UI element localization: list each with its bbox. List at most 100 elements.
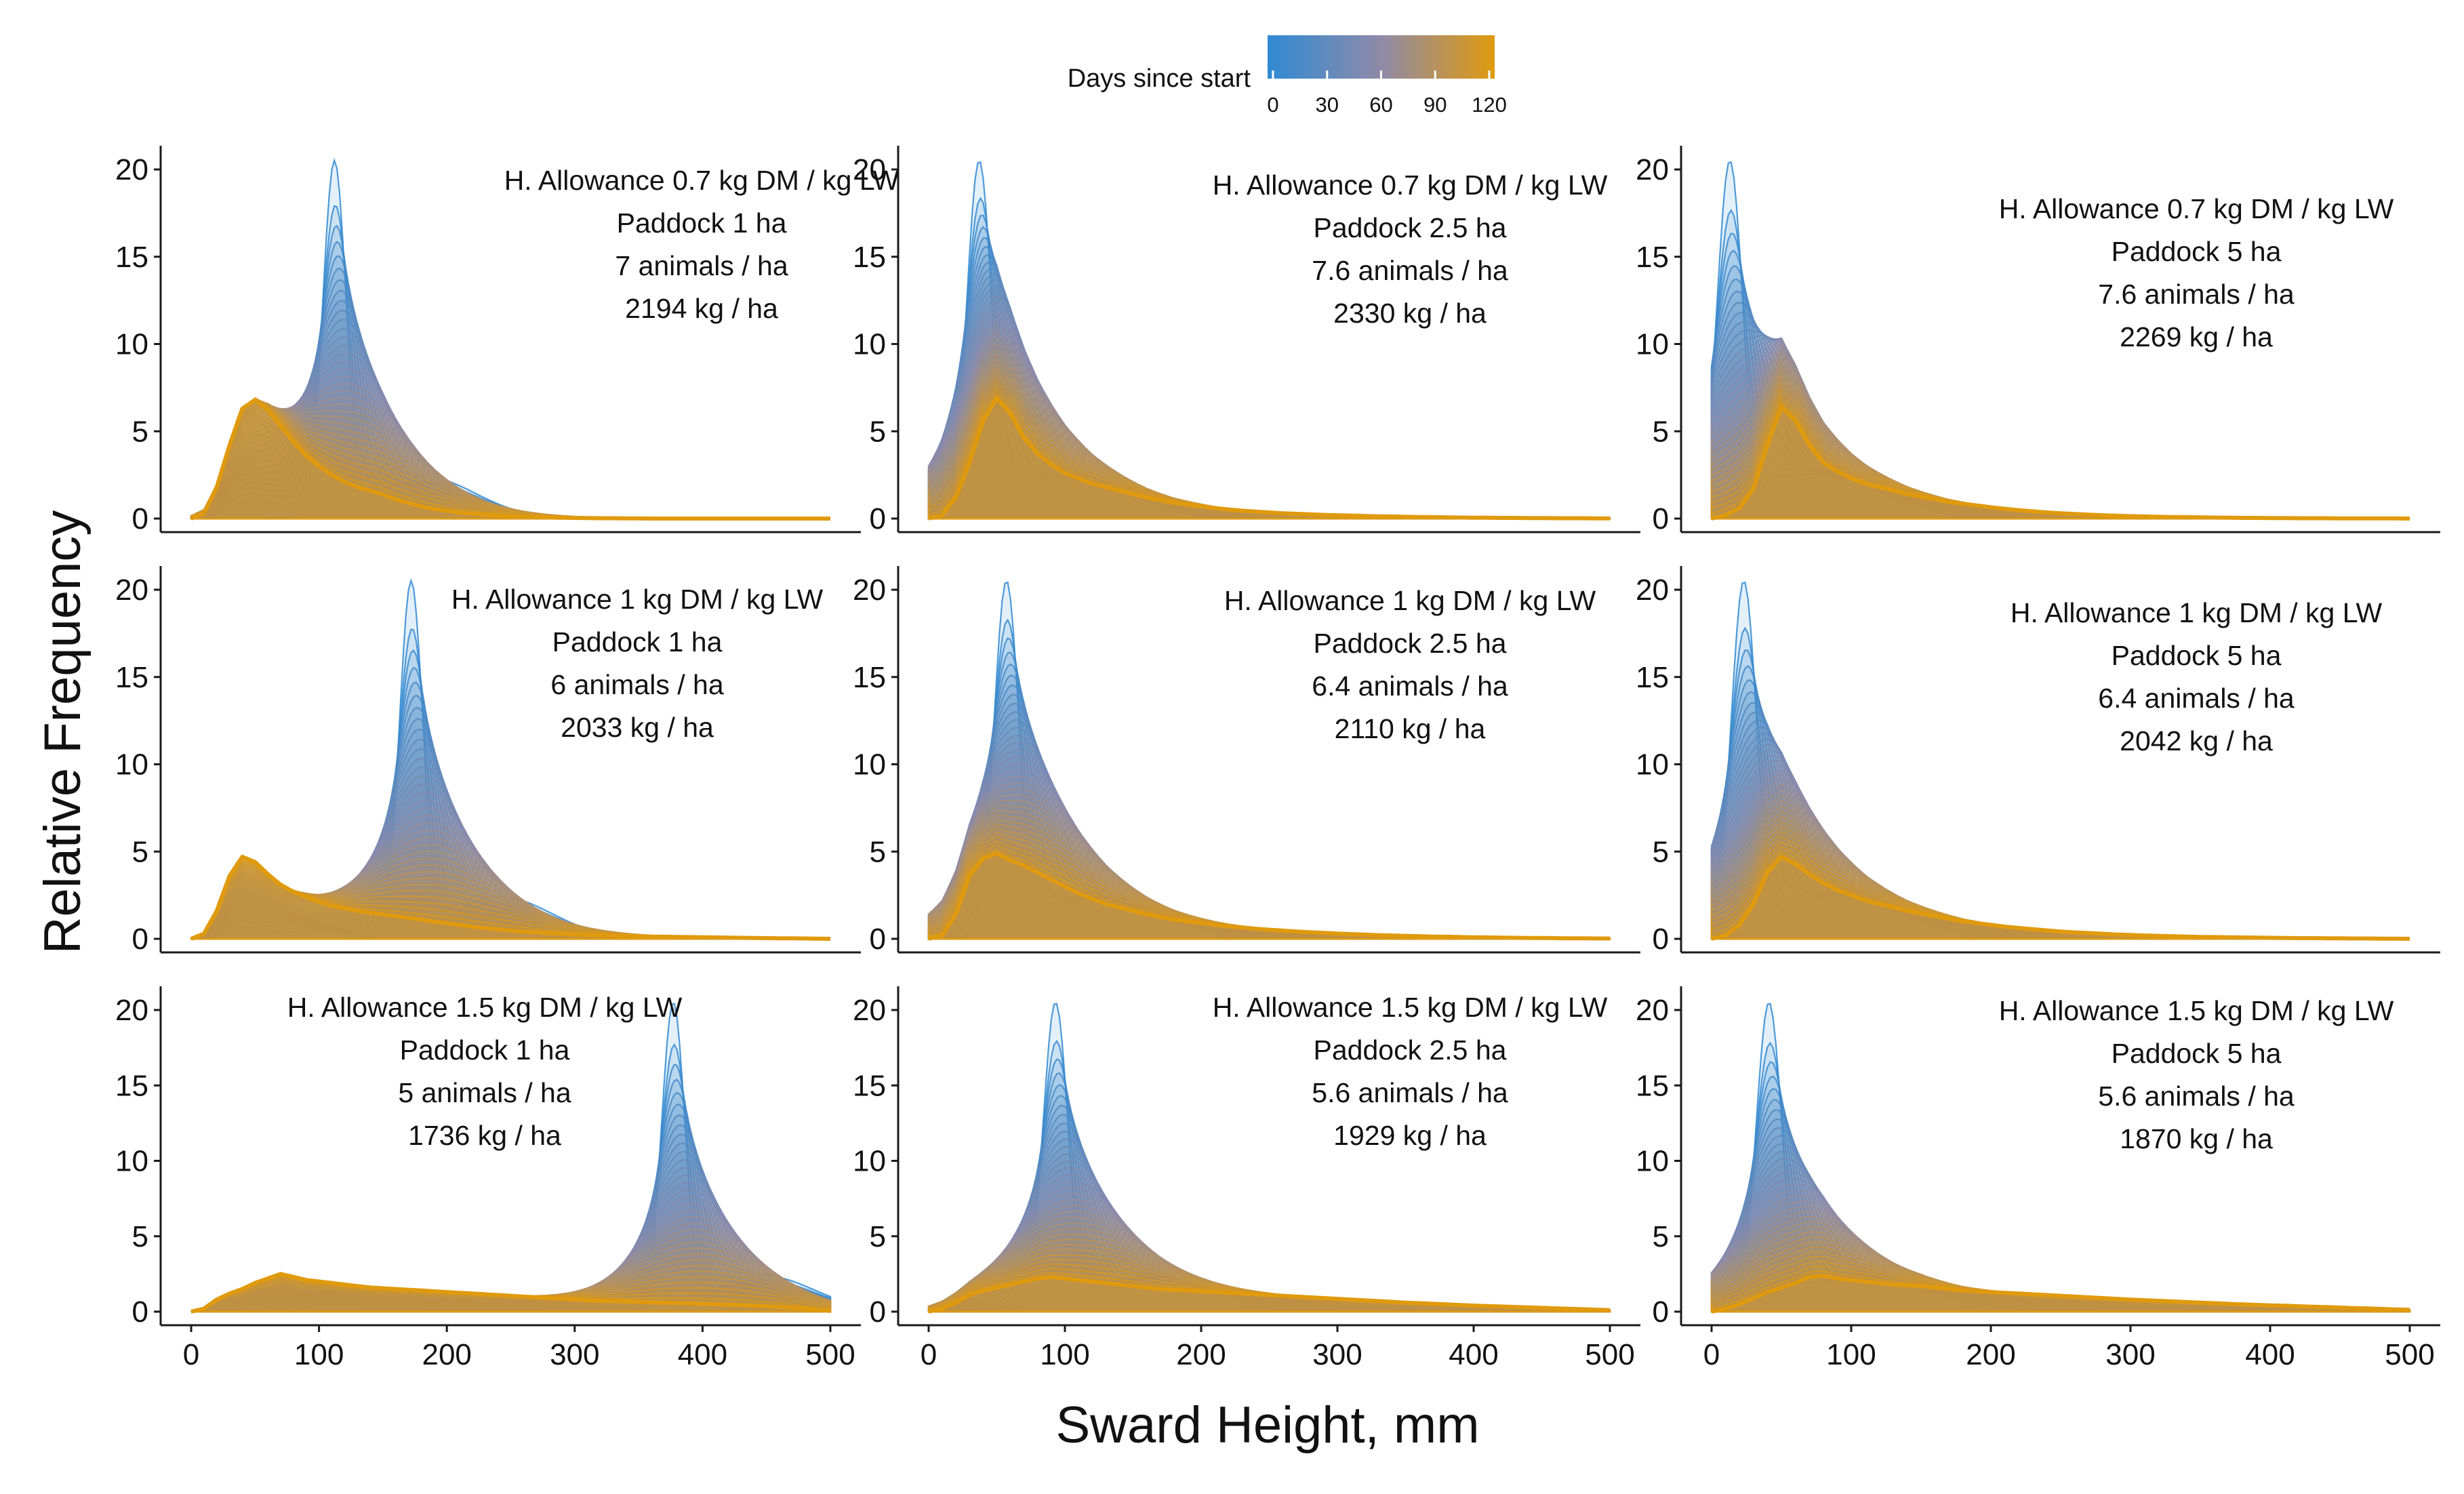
y-tick-label: 10 [1636,328,1669,361]
y-tick-label: 5 [870,1220,886,1253]
panel-annotation-line: Paddock 2.5 ha [1314,212,1507,243]
x-tick-label: 500 [2385,1338,2434,1371]
legend-tick-label: 120 [1472,93,1507,117]
y-tick-label: 0 [132,1295,148,1329]
final-curve [1711,405,2410,521]
y-tick-label: 5 [132,835,148,868]
x-tick-label: 400 [1449,1338,1498,1371]
x-tick-label: 200 [1176,1338,1226,1371]
time-series-curves [927,1003,1611,1314]
final-curve [190,1272,831,1314]
panel-2-2: 0 5 10 15 20 H. Allowance 1 kg DM / kg LW Padd… [853,566,1640,956]
color-legend: Days since start 0 30 60 90 120 [1068,35,1507,117]
legend-tick-labels: 0 30 60 90 120 [1267,70,1507,117]
y-tick-label: 0 [132,923,148,956]
y-tick-label: 20 [115,153,148,186]
y-tick-label: 5 [1653,1220,1669,1253]
panel-1-3: 0 5 10 15 20 H. Allowance 0.7 kg DM / kg LW Pa… [1636,146,2440,536]
panel-annotation-line: H. Allowance 1.5 kg DM / kg LW [1999,995,2394,1026]
panel-2-1: 0 5 10 15 20 H. Allowance 1 kg DM / kg LW Padd… [115,566,861,956]
panel-annotation-line: H. Allowance 1 kg DM / kg LW [451,584,824,615]
y-tick-label: 20 [853,573,886,607]
panel-annotation-line: 6.4 animals / ha [1312,670,1508,702]
panel-annotation-line: 2042 kg / ha [2120,725,2273,756]
time-series-curves [190,578,831,941]
time-series-curves [927,581,1611,941]
y-tick-label: 0 [1653,1295,1669,1329]
panel-grid: 0 5 10 15 20 H. Allowance 0.7 kg DM / kg LW Pa… [115,146,2440,1371]
panel-annotation-line: 2269 kg / ha [2120,321,2273,352]
y-tick-label: 15 [115,1069,148,1102]
panel-annotation-line: 2033 kg / ha [561,712,714,743]
y-tick-label: 15 [853,1069,886,1102]
x-tick-label: 300 [550,1338,599,1371]
panel-annotation-line: Paddock 2.5 ha [1314,628,1507,659]
y-tick-label: 10 [853,1145,886,1178]
legend-tick-label: 0 [1267,93,1278,117]
x-tick-label: 200 [1966,1338,2015,1371]
panel-annotation-line: H. Allowance 1 kg DM / kg LW [1224,585,1596,616]
final-curve [190,397,830,521]
time-series-curves [1710,581,2410,941]
y-tick-label: 15 [115,241,148,274]
panel-annotation-line: Paddock 1 ha [400,1034,570,1066]
y-tick-label: 15 [115,661,148,694]
legend-tick-label: 30 [1316,93,1339,117]
final-curve [928,396,1610,521]
panel-annotation-line: H. Allowance 0.7 kg DM / kg LW [504,165,900,196]
x-tick-label: 0 [921,1338,937,1371]
y-tick-label: 20 [1636,573,1669,607]
panel-annotation-line: Paddock 2.5 ha [1314,1034,1507,1066]
y-axis-title: Relative Frequency [34,510,92,954]
x-tick-label: 500 [805,1338,855,1371]
y-tick-label: 15 [853,661,886,694]
x-tick-label: 300 [1312,1338,1362,1371]
panel-annotation-line: H. Allowance 1.5 kg DM / kg LW [287,992,683,1023]
y-tick-label: 5 [132,415,148,448]
y-tick-label: 20 [1636,153,1669,186]
panel-annotation-line: 7 animals / ha [615,250,788,281]
final-curve [190,855,831,941]
x-tick-label: 400 [678,1338,727,1371]
y-tick-label: 20 [853,994,886,1027]
panel-annotation-line: 1736 kg / ha [408,1120,561,1151]
x-tick-label: 0 [1703,1338,1720,1371]
panel-annotation-line: 1870 kg / ha [2120,1123,2273,1154]
panel-annotation-line: 5.6 animals / ha [2098,1081,2295,1112]
panel-annotation-line: 5.6 animals / ha [1312,1077,1508,1108]
time-series-curves [190,157,830,521]
time-series-curves [190,1003,832,1314]
y-tick-label: 10 [115,328,148,361]
y-tick-label: 10 [853,328,886,361]
y-tick-label: 5 [1653,415,1669,448]
final-curve [928,1274,1611,1314]
panel-annotation-line: 6 animals / ha [550,669,723,700]
panel-annotation-line: 5 animals / ha [398,1077,571,1108]
x-tick-label: 0 [183,1338,199,1371]
y-tick-label: 10 [1636,748,1669,782]
x-tick-label: 400 [2245,1338,2295,1371]
panel-2-3: 0 5 10 15 20 H. Allowance 1 kg DM / kg LW Padd… [1636,566,2440,956]
y-tick-label: 10 [853,748,886,782]
y-tick-label: 10 [1636,1145,1669,1178]
x-tick-label: 100 [294,1338,344,1371]
y-tick-label: 0 [870,923,886,956]
time-series-curves [1710,161,2410,521]
panel-annotation-line: H. Allowance 1 kg DM / kg LW [2011,597,2383,628]
y-tick-label: 5 [132,1220,148,1253]
panel-annotation-line: 7.6 animals / ha [1312,255,1508,286]
x-tick-label: 200 [422,1338,471,1371]
y-tick-label: 15 [1636,1069,1669,1102]
panel-annotation-line: 1929 kg / ha [1333,1120,1487,1151]
y-tick-label: 0 [1653,923,1669,956]
final-curve [928,851,1610,941]
y-tick-label: 0 [870,502,886,536]
x-tick-label: 500 [1585,1338,1634,1371]
panel-annotation-line: Paddock 5 ha [2112,236,2282,267]
panel-annotation-line: Paddock 5 ha [2112,640,2282,671]
panel-annotation-line: 2194 kg / ha [625,293,778,324]
